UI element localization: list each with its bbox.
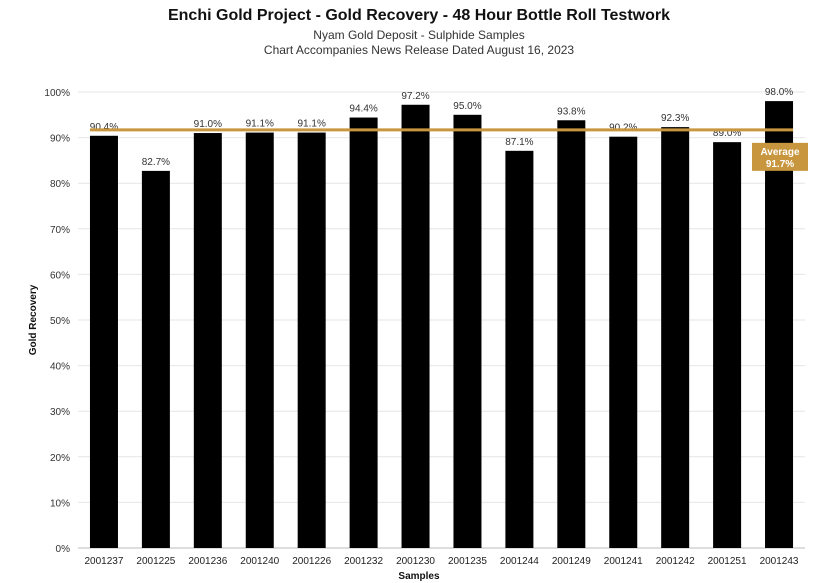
y-tick-label: 10% — [50, 498, 70, 509]
chart-title: Enchi Gold Project - Gold Recovery - 48 … — [167, 7, 670, 24]
y-tick-label: 30% — [50, 407, 70, 418]
data-label: 94.4% — [349, 104, 377, 115]
bar — [401, 104, 430, 548]
data-label: 95.0% — [453, 101, 481, 112]
chart-subtitle-2: Chart Accompanies News Release Dated Aug… — [263, 43, 575, 57]
y-tick-label: 40% — [50, 362, 70, 373]
chart-subtitle-1: Nyam Gold Deposit - Sulphide Samples — [313, 28, 525, 42]
data-label: 97.2% — [401, 91, 429, 102]
x-tick-label: 2001235 — [448, 556, 487, 567]
bar — [713, 142, 742, 548]
y-tick-label: 60% — [50, 270, 70, 281]
bar — [661, 127, 690, 548]
bar — [609, 136, 638, 549]
bar — [349, 117, 378, 548]
bar — [297, 132, 326, 549]
bar — [765, 101, 794, 549]
bar — [193, 133, 222, 549]
bar — [453, 114, 482, 549]
data-label: 91.1% — [246, 119, 274, 130]
x-axis-title: Samples — [398, 571, 440, 582]
y-tick-label: 100% — [44, 88, 70, 99]
y-tick-label: 70% — [50, 225, 70, 236]
data-label: 87.1% — [505, 137, 533, 148]
bar — [141, 170, 170, 548]
y-tick-label: 20% — [50, 453, 70, 464]
average-label-value: 91.7% — [766, 159, 794, 170]
y-tick-label: 80% — [50, 179, 70, 190]
y-tick-label: 0% — [56, 544, 71, 555]
data-label: 91.1% — [297, 119, 325, 130]
x-tick-label: 2001225 — [136, 556, 175, 567]
x-tick-label: 2001249 — [552, 556, 591, 567]
data-label: 82.7% — [142, 157, 170, 168]
y-tick-label: 50% — [50, 316, 70, 327]
data-label: 91.0% — [194, 119, 222, 130]
x-tick-label: 2001244 — [500, 556, 539, 567]
x-tick-label: 2001226 — [292, 556, 331, 567]
x-tick-label: 2001243 — [760, 556, 799, 567]
x-tick-label: 2001241 — [604, 556, 643, 567]
data-label: 98.0% — [765, 87, 793, 98]
bar — [245, 132, 274, 549]
x-tick-label: 2001240 — [240, 556, 279, 567]
data-label: 89.0% — [713, 128, 741, 139]
data-label: 90.4% — [90, 122, 118, 133]
data-label: 93.8% — [557, 106, 585, 117]
y-axis-title: Gold Recovery — [28, 284, 39, 355]
x-tick-label: 2001251 — [708, 556, 747, 567]
average-label-box — [752, 142, 808, 171]
data-label: 90.2% — [609, 123, 637, 134]
y-tick-label: 90% — [50, 134, 70, 145]
bar — [557, 120, 586, 548]
bar — [505, 150, 534, 548]
bar — [89, 135, 118, 548]
data-label: 92.3% — [661, 113, 689, 124]
x-tick-label: 2001230 — [396, 556, 435, 567]
x-tick-label: 2001232 — [344, 556, 383, 567]
average-label-title: Average — [760, 147, 800, 158]
x-tick-label: 2001236 — [188, 556, 227, 567]
x-tick-label: 2001237 — [84, 556, 123, 567]
x-tick-label: 2001242 — [656, 556, 695, 567]
